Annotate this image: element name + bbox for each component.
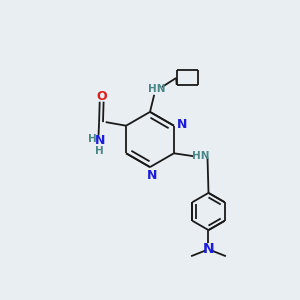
Text: H: H xyxy=(95,146,104,156)
Text: O: O xyxy=(96,90,107,103)
Text: H: H xyxy=(88,134,96,144)
Text: HN: HN xyxy=(148,84,165,94)
Text: N: N xyxy=(147,169,158,182)
Text: HN: HN xyxy=(192,151,210,161)
Text: N: N xyxy=(176,118,187,131)
Text: N: N xyxy=(94,134,105,147)
Text: N: N xyxy=(203,242,214,256)
